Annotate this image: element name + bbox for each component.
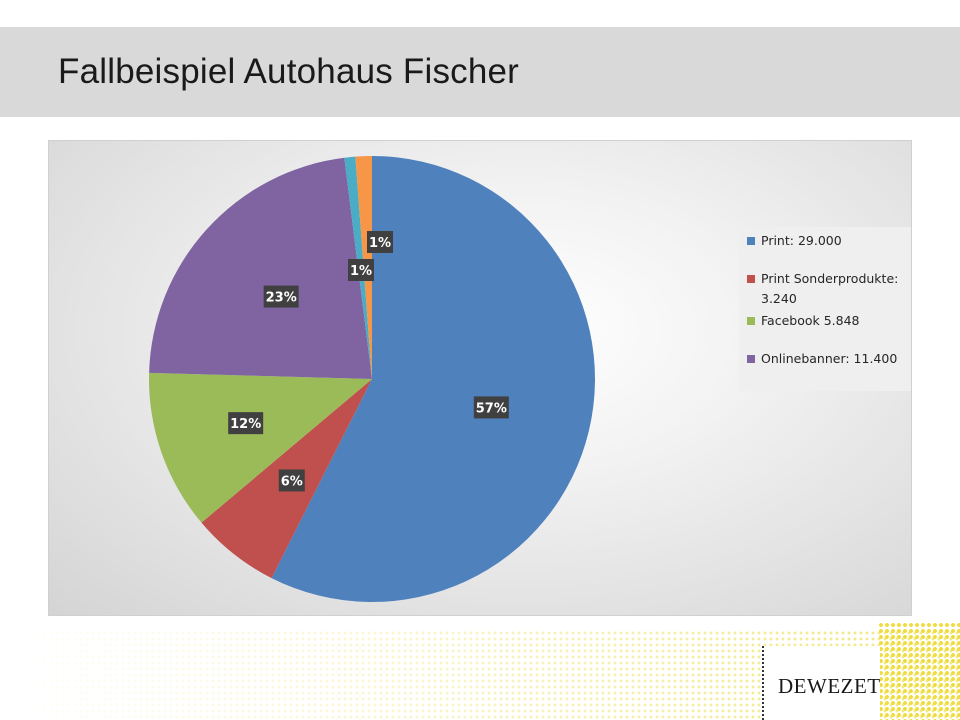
legend-swatch-print: [747, 237, 755, 245]
legend-label-facebook: Facebook 5.848: [761, 313, 860, 328]
legend-swatch-facebook: [747, 317, 755, 325]
pie-data-label-2: 12%: [228, 412, 264, 435]
legend-swatch-onlinebanner: [747, 355, 755, 363]
pie-data-label-text-1: 6%: [281, 474, 303, 489]
pie-slice-3: [149, 157, 372, 379]
legend-label-onlinebanner: Onlinebanner: 11.400: [761, 351, 898, 366]
pie-data-label-box-0: [473, 396, 509, 419]
pie-data-label-box-4: [348, 259, 374, 281]
pie-slice-2: [149, 372, 372, 523]
pie-data-label-box-1: [278, 469, 305, 492]
logo-panel: [762, 646, 880, 720]
legend-item-print-sonderprodukte: Print Sonderprodukte: 3.240: [747, 269, 911, 309]
footer-dot-pattern-accent: [878, 622, 960, 720]
pie-data-label-box-2: [228, 412, 264, 435]
legend-item-onlinebanner: Onlinebanner: 11.400: [747, 349, 911, 369]
slide-title: Fallbeispiel Autohaus Fischer: [58, 52, 520, 91]
legend-label-print: Print: 29.000: [761, 233, 842, 248]
pie-data-label-0: 57%: [473, 396, 509, 419]
legend-label-print-sonderprodukte: Print Sonderprodukte: 3.240: [761, 271, 899, 306]
pie-data-label-box-5: [367, 231, 393, 253]
pie-data-label-5: 1%: [367, 231, 393, 253]
legend-item-facebook: Facebook 5.848: [747, 311, 911, 331]
title-band: [0, 27, 960, 117]
legend-swatch-print-sonderprodukte: [747, 275, 755, 283]
pie-data-label-text-0: 57%: [476, 401, 507, 416]
pie-data-label-1: 6%: [278, 469, 305, 492]
dewezet-logo: DEWEZET: [778, 674, 881, 698]
pie-data-label-text-2: 12%: [230, 417, 261, 432]
pie-chart: 57% 6% 12% 23% 1% 1%: [149, 156, 595, 602]
pie-data-label-text-3: 23%: [266, 291, 297, 306]
pie-data-label-text-4: 1%: [350, 264, 372, 279]
pie-slice-0: [271, 156, 595, 602]
pie-data-label-4: 1%: [348, 259, 374, 281]
pie-data-label-box-3: [263, 285, 299, 308]
pie-data-label-text-5: 1%: [369, 236, 391, 251]
legend-item-print: Print: 29.000: [747, 231, 911, 251]
chart-area: 57% 6% 12% 23% 1% 1% Print: 29.000 Print Sond…: [48, 140, 912, 616]
pie-data-label-3: 23%: [263, 285, 299, 308]
chart-legend: Print: 29.000 Print Sonderprodukte: 3.24…: [739, 227, 911, 391]
